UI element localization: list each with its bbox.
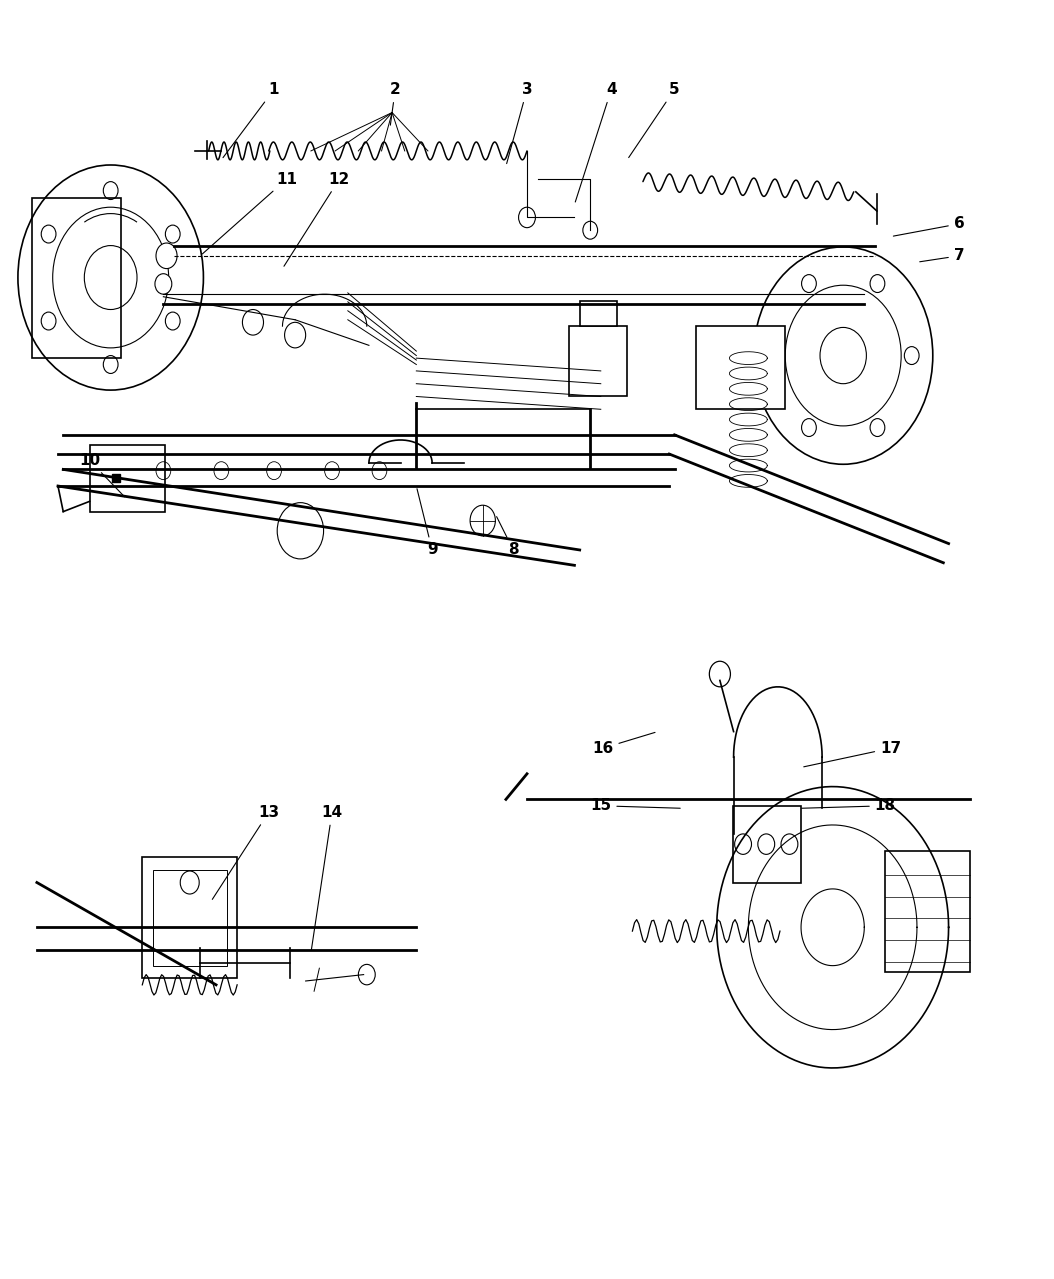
- Circle shape: [519, 207, 535, 228]
- Text: 18: 18: [802, 798, 896, 813]
- Circle shape: [165, 225, 180, 243]
- Circle shape: [735, 834, 752, 854]
- Text: 16: 16: [592, 733, 655, 756]
- Text: 4: 4: [575, 82, 617, 202]
- Circle shape: [165, 312, 180, 330]
- Text: 8: 8: [496, 517, 519, 558]
- Circle shape: [709, 661, 730, 687]
- Text: 13: 13: [212, 804, 279, 899]
- Bar: [32, 198, 121, 358]
- Text: 6: 6: [894, 216, 964, 237]
- Text: 7: 7: [920, 248, 964, 263]
- Circle shape: [871, 275, 885, 293]
- Text: 5: 5: [628, 82, 680, 157]
- Text: 10: 10: [79, 453, 124, 496]
- Text: 15: 15: [590, 798, 680, 813]
- Circle shape: [781, 834, 798, 854]
- Text: 14: 14: [311, 804, 343, 950]
- Bar: [580, 301, 617, 326]
- Circle shape: [802, 418, 817, 436]
- Bar: [142, 857, 237, 978]
- Circle shape: [41, 225, 56, 243]
- Bar: [733, 806, 801, 883]
- Text: 2: 2: [390, 82, 401, 125]
- Bar: [90, 445, 165, 512]
- Text: 11: 11: [202, 171, 297, 255]
- Circle shape: [802, 275, 817, 293]
- Text: 1: 1: [223, 82, 279, 157]
- Circle shape: [758, 834, 775, 854]
- Text: 3: 3: [507, 82, 532, 164]
- Bar: [153, 870, 227, 966]
- Circle shape: [180, 871, 199, 894]
- Circle shape: [156, 243, 177, 269]
- Circle shape: [767, 347, 782, 365]
- Bar: [885, 851, 970, 972]
- Circle shape: [155, 274, 172, 294]
- Bar: [696, 326, 785, 409]
- Circle shape: [103, 182, 118, 200]
- Text: 17: 17: [804, 741, 901, 767]
- Circle shape: [103, 356, 118, 373]
- Text: 9: 9: [417, 489, 437, 558]
- Circle shape: [41, 312, 56, 330]
- Bar: [569, 326, 627, 396]
- Circle shape: [871, 418, 885, 436]
- Circle shape: [904, 347, 919, 365]
- Text: 12: 12: [284, 171, 350, 266]
- Circle shape: [583, 221, 598, 239]
- Circle shape: [358, 964, 375, 985]
